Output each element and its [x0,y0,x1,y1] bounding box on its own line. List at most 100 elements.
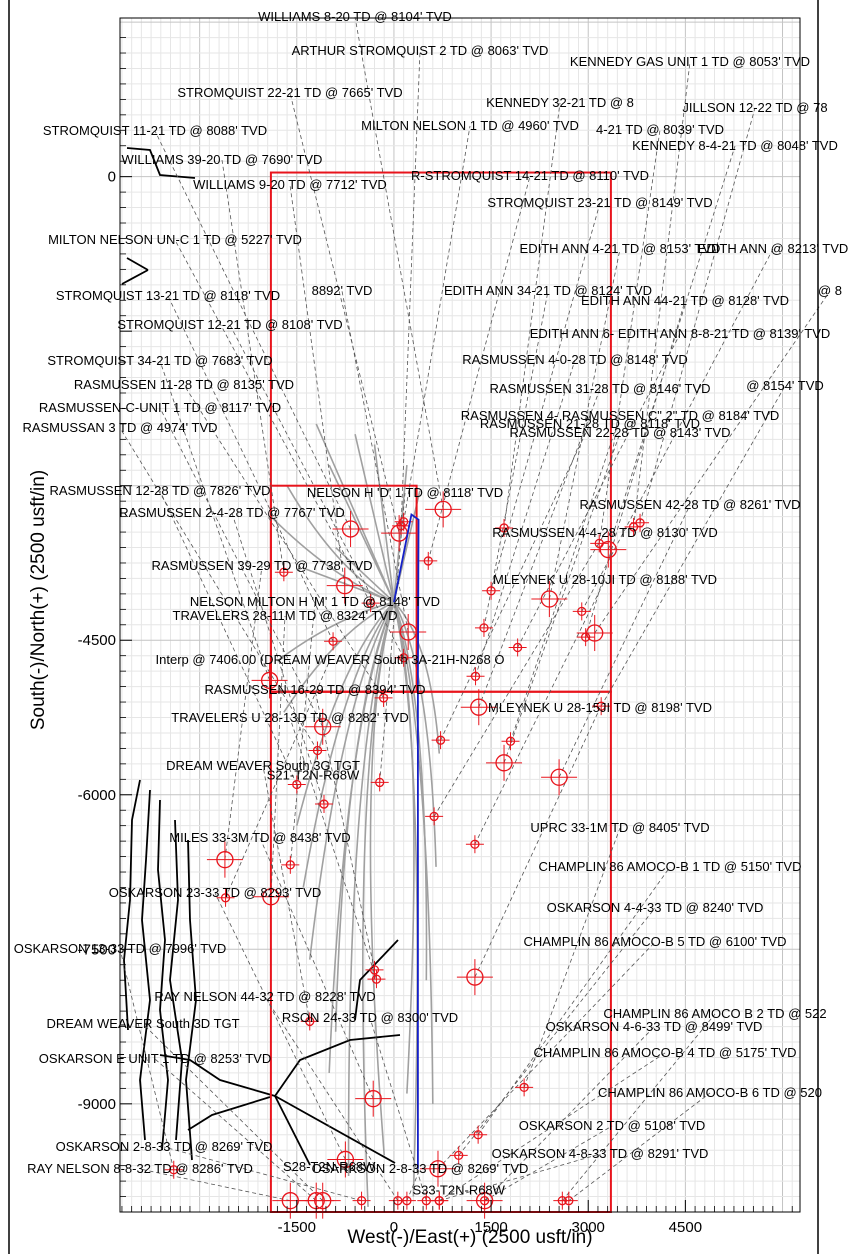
leader-line [231,512,325,805]
well-label: MILTON NELSON UN-C 1 TD @ 5227' TVD [48,232,302,247]
well-label: MILES 33-3M TD @ 8438' TVD [169,830,350,845]
well-label: KENNEDY 8-4-21 TD @ 8048' TVD [632,138,838,153]
leader-line [568,1092,711,1201]
well-label: TRAVELERS U 28-13D TD @ 8282' TVD [171,710,409,725]
well-label: RASMUSSEN 31-28 TD @ 8146' TVD [489,381,710,396]
offset-well-path [286,485,395,603]
leader-line [607,145,736,550]
well-label: EDITH ANN 4-21 TD @ 8153' TVD [520,241,721,256]
well-label: EDITH ANN 34-21 TD @ 8124' TVD [444,283,652,298]
well-label: ARTHUR STROMQUIST 2 TD @ 8063' TVD [292,43,549,58]
offset-well-path [283,601,395,713]
section-label: S21-T2N-R68W [267,767,360,782]
well-label: UPRC 33-1M TD @ 8405' TVD [530,820,709,835]
offset-well-path [393,601,434,1104]
well-label: RASMUSSEN 11-28 TD @ 8135' TVD [74,377,294,392]
existing-well-path [121,269,149,285]
section-label: S33-T2N-R68W [412,1182,505,1197]
leader-line [483,290,549,628]
leader-line [639,107,756,523]
leader-line [259,837,374,1099]
well-label: JILLSON 12-22 TD @ 78 [682,100,827,115]
leader-line [406,1168,421,1201]
leader-line [484,1125,613,1202]
well-label: CHAMPLIN 86 AMOCO B 2 TD @ 522 [603,1006,826,1021]
leader-line [289,184,346,586]
offset-well-path [373,444,395,603]
well-label: WILLIAMS 8-20 TD @ 8104' TVD [258,9,452,24]
axes: -1500 0 1500 3000 4500 0 -4500 -6000 -7500 -9000 [78,37,793,1236]
existing-well-path [354,939,399,1021]
well-label: RASMUSSEN 39-29 TD @ 7738' TVD [151,558,372,573]
existing-well-path [159,1054,276,1097]
well-label: MLEYNEK U 28-15JI TD @ 8198' TVD [488,700,712,715]
existing-well-path [187,1096,271,1131]
well-labels: S21-T2N-R68W S28-T2N-R68W S33-T2N-R68W WILL… [14,9,849,1197]
well-label: EDITH ANN 6- EDITH ANN 8-8-21 TD @ 8139'… [530,326,831,341]
well-label: NELSON H 'D' 1 TD @ 8118' TVD [307,485,503,500]
well-label: STROMQUIST 11-21 TD @ 8088' TVD [43,123,267,138]
leader-line [439,1052,666,1202]
leader-line [581,248,774,612]
well-label: OSKARSON E UNIT 1 TD @ 8253' TVD [39,1051,271,1066]
leader-line [484,1026,655,1201]
well-label: MILTON NELSON 1 TD @ 4960' TVD [361,118,579,133]
well-label: RASMUSSEN 12-28 TD @ 7826' TVD [49,483,270,498]
leader-line [474,707,601,978]
offset-well-path [354,434,395,603]
well-label: DREAM WEAVER South 3G TGT [166,758,360,773]
well-label: WILLIAMS 39-20 TD @ 7690' TVD [122,152,323,167]
y-tick-label: -7500 [78,941,116,958]
well-label: OSKARSON 2-8-33 TD @ 8269' TVD [56,1139,273,1154]
well-label: CHAMPLIN 86 AMOCO-B 6 TD @ 520 [598,1085,822,1100]
offset-well-path [393,601,419,1197]
offset-well-path [302,601,395,888]
existing-well-path [274,1034,401,1097]
well-label: RASMUSSEN-C-UNIT 1 TD @ 8117' TVD [39,400,281,415]
well-markers [164,491,650,1219]
well-label: KENNEDY GAS UNIT 1 TD @ 8053' TVD [570,54,810,69]
existing-well-path [274,1095,311,1166]
offset-well-path [328,464,395,603]
leader-line [510,415,621,742]
leader-line [585,300,686,638]
leader-line [264,996,399,1201]
well-label: 4-21 TD @ 8039' TVD [596,122,724,137]
y-tick-label: -4500 [78,632,116,649]
leader-line [289,601,316,865]
well-label: OSARKSON 2-8-33 TD @ 8269' TVD [312,1161,529,1176]
well-label: NELSON MILTON H 'M' 1 TD @ 8148' TVD [190,594,440,609]
existing-well-path [123,779,141,1031]
leader-line [477,866,671,1135]
well-label: WILLIAMS 9-20 TD @ 7712' TVD [193,177,387,192]
well-label: STROMQUIST 13-21 TD @ 8118' TVD [56,288,280,303]
leader-line [224,565,263,860]
leader-line [600,385,786,707]
leader-line [139,1168,291,1202]
offset-well-path [296,601,395,826]
leader-line [548,248,621,600]
existing-well-path [185,839,197,1161]
well-label: @ 8 [818,283,842,298]
leader-line [225,659,331,898]
leader-line [633,61,691,527]
well-label: RASMUSSEN 22-28 TD @ 8143' TVD [509,425,730,440]
well-label: STROMQUIST 34-21 TD @ 7683' TVD [47,353,272,368]
well-label: OSKARSON 4-8-33 TD @ 8291' TVD [492,1146,709,1161]
leader-line [154,130,351,530]
well-label: CHAMPLIN 86 AMOCO-B 1 TD @ 5150' TVD [538,859,801,874]
well-label: RASMUSSEN 4- RASMUSSEN C" 2" TD @ 8184' … [461,408,779,423]
offset-wells [121,147,441,1207]
offset-well-path [308,601,395,960]
well-label: R-STROMQUIST 14-21 TD @ 8110' TVD [411,168,649,183]
x-tick-label: 0 [390,1219,398,1236]
well-label: OSKARSON 4-4-33 TD @ 8240' TVD [547,900,764,915]
leader-line [503,102,561,529]
leader-line [475,359,576,677]
leader-line [314,689,375,970]
leader-line [503,432,621,763]
leader-line [478,388,601,708]
well-label: RASMUSSEN 4-0-28 TD @ 8148' TVD [462,352,687,367]
x-tick-label: 4500 [669,1219,702,1236]
planned-well-path [393,513,420,1169]
